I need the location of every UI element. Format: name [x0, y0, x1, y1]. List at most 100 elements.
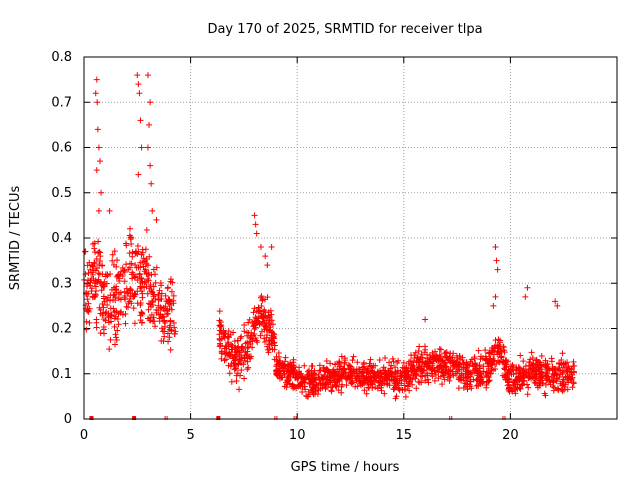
data-point [486, 377, 493, 384]
data-point [289, 368, 296, 375]
data-point [92, 90, 99, 97]
data-point [447, 350, 454, 357]
y-tick-label: 0.1 [51, 367, 72, 382]
y-tick-label: 0.5 [51, 186, 72, 201]
data-point [89, 293, 96, 300]
data-point [361, 363, 368, 370]
data-point [469, 360, 476, 367]
data-point [265, 320, 272, 327]
data-point [266, 314, 273, 321]
data-point [311, 391, 318, 398]
data-point [550, 370, 557, 377]
data-point [245, 364, 252, 371]
data-point [363, 374, 370, 381]
data-point [134, 277, 141, 284]
data-point [493, 360, 500, 367]
data-point [275, 368, 282, 375]
data-point [421, 343, 428, 350]
data-point [241, 375, 248, 382]
data-point [325, 381, 332, 388]
data-point [257, 294, 264, 301]
data-point [511, 379, 518, 386]
x-tick-label: 15 [396, 428, 413, 443]
data-point [360, 369, 367, 376]
data-point [264, 346, 271, 353]
data-point [250, 332, 257, 339]
data-point [146, 121, 153, 128]
x-tick-label: 20 [502, 428, 519, 443]
data-point [97, 330, 104, 337]
data-point [226, 353, 233, 360]
data-point [160, 304, 167, 311]
data-point [341, 355, 348, 362]
data-point [332, 361, 339, 368]
data-point [495, 349, 502, 356]
data-point [285, 362, 292, 369]
data-point [99, 300, 106, 307]
data-point [468, 356, 475, 363]
data-point [428, 366, 435, 373]
data-point [261, 335, 268, 342]
data-point [153, 264, 160, 271]
data-point [473, 376, 480, 383]
data-point [91, 260, 98, 267]
data-point [91, 280, 98, 287]
data-point [308, 372, 315, 379]
data-point [319, 374, 326, 381]
data-point [122, 240, 129, 247]
data-point [100, 304, 107, 311]
data-point [402, 369, 409, 376]
data-point [107, 292, 114, 299]
data-point [278, 374, 285, 381]
data-point [252, 314, 259, 321]
data-point [354, 383, 361, 390]
data-point [335, 375, 342, 382]
data-point [483, 384, 490, 391]
data-point [528, 349, 535, 356]
data-point [482, 353, 489, 360]
data-point [409, 381, 416, 388]
data-point [89, 271, 96, 278]
data-point [538, 366, 545, 373]
data-point [340, 365, 347, 372]
data-point [123, 285, 130, 292]
data-point [161, 333, 168, 340]
data-point [247, 353, 254, 360]
data-point [159, 328, 166, 335]
data-point [233, 377, 240, 384]
data-point [354, 359, 361, 366]
data-point [113, 263, 120, 270]
data-point [356, 378, 363, 385]
data-point [419, 373, 426, 380]
data-point [494, 266, 501, 273]
data-point [234, 344, 241, 351]
data-point [417, 355, 424, 362]
data-point [145, 300, 152, 307]
data-point [238, 333, 245, 340]
data-point [513, 367, 520, 374]
data-point [401, 382, 408, 389]
data-point [263, 323, 270, 330]
data-point [115, 321, 122, 328]
data-point [533, 375, 540, 382]
data-point [288, 383, 295, 390]
data-point [328, 388, 335, 395]
data-point [223, 349, 230, 356]
data-point [109, 251, 116, 258]
data-point [249, 319, 256, 326]
data-point [162, 292, 169, 299]
data-point [126, 250, 133, 257]
data-point [425, 359, 432, 366]
data-point [121, 278, 128, 285]
data-point [430, 357, 437, 364]
data-point [359, 375, 366, 382]
data-point [264, 294, 271, 301]
data-point [551, 366, 558, 373]
data-point [338, 374, 345, 381]
data-point [417, 369, 424, 376]
data-point [308, 387, 315, 394]
data-point [84, 281, 91, 288]
data-point [143, 227, 150, 234]
data-point [216, 308, 223, 315]
data-point [135, 171, 142, 178]
